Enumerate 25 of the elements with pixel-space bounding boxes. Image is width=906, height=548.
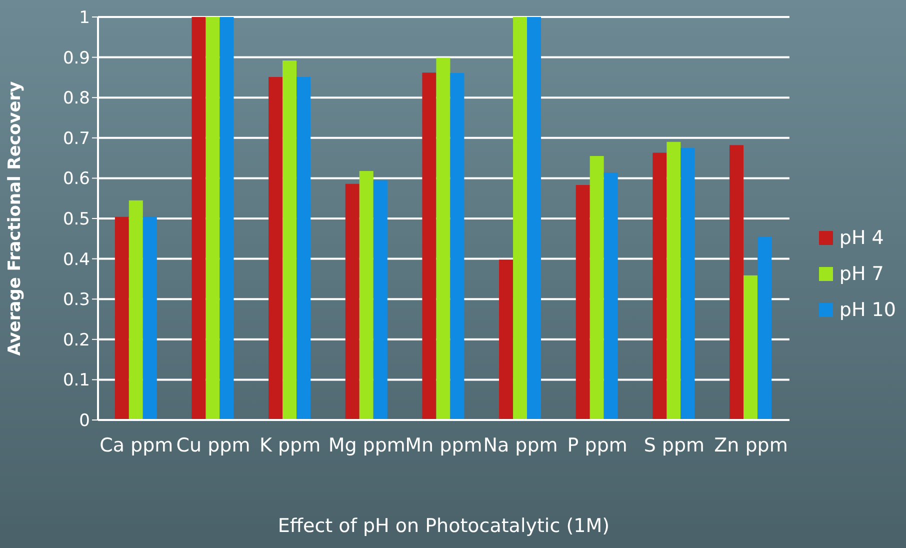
- x-tick-label: Zn ppm: [714, 434, 788, 456]
- x-tick-label: S ppm: [644, 434, 705, 456]
- legend-label: pH 4: [839, 227, 884, 249]
- y-tick-label: 0.9: [62, 48, 90, 68]
- x-tick-label: Ca ppm: [100, 434, 174, 456]
- y-tick-label: 0.7: [62, 128, 90, 149]
- x-tick-label: K ppm: [259, 434, 321, 456]
- x-tick-label: P ppm: [567, 434, 628, 456]
- x-tick-label: Mg ppm: [328, 434, 406, 456]
- y-tick-label: 1: [79, 8, 90, 28]
- y-tick-label: 0.3: [62, 290, 90, 310]
- y-tick-label: 0.5: [62, 210, 90, 230]
- y-tick-label: 0.4: [62, 250, 90, 270]
- x-tick-label: Mn ppm: [405, 434, 482, 456]
- legend-label: pH 10: [839, 299, 896, 321]
- x-tick-label: Cu ppm: [176, 434, 250, 456]
- y-tick-label: 0.1: [62, 370, 90, 391]
- y-tick-label: 0.8: [62, 88, 90, 109]
- y-tick-label: 0.2: [62, 330, 90, 350]
- x-tick-label: Na ppm: [483, 434, 558, 456]
- y-tick-label: 0: [79, 411, 90, 432]
- y-tick-label: 0.6: [62, 169, 90, 190]
- y-axis-title: Average Fractional Recovery: [5, 81, 26, 356]
- x-axis-title: Effect of pH on Photocatalytic (1M): [278, 515, 610, 537]
- legend-label: pH 7: [839, 263, 884, 285]
